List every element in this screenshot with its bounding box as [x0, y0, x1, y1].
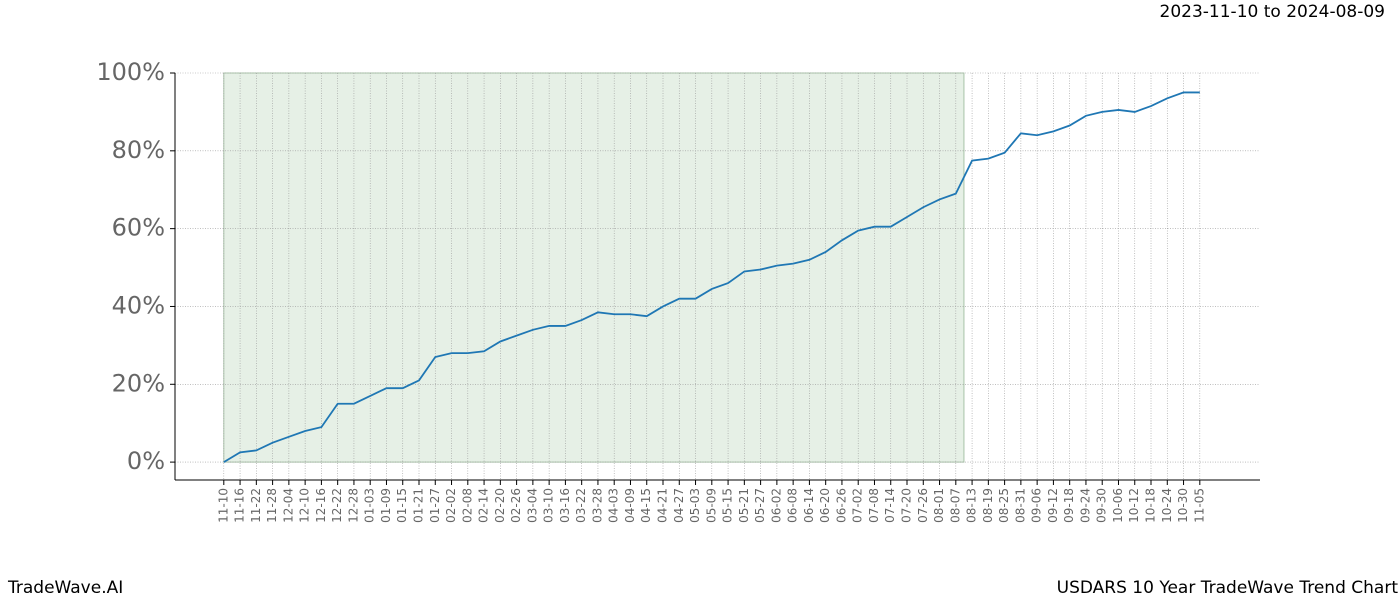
x-tick-label: 02-14	[477, 488, 491, 523]
x-tick-label: 12-04	[281, 488, 295, 523]
trend-line	[223, 91, 1200, 463]
x-tick-label: 06-26	[834, 488, 848, 523]
x-tick-label: 07-08	[867, 488, 881, 523]
x-tick-label: 09-30	[1095, 488, 1109, 523]
x-tick-label: 03-10	[542, 488, 556, 523]
x-tick-label: 10-24	[1160, 488, 1174, 523]
x-tick-label: 02-26	[509, 488, 523, 523]
x-tick-label: 07-14	[883, 488, 897, 523]
x-tick-label: 11-10	[216, 488, 230, 523]
y-tick-label: 60%	[112, 214, 165, 242]
x-tick-label: 04-21	[656, 488, 670, 523]
date-range: 2023-11-10 to 2024-08-09	[1160, 2, 1385, 22]
y-tick-label: 100%	[96, 58, 165, 86]
x-tick-label: 10-06	[1111, 488, 1125, 523]
x-tick-label: 06-20	[818, 488, 832, 523]
x-tick-label: 07-02	[851, 488, 865, 523]
chart-caption: USDARS 10 Year TradeWave Trend Chart	[1057, 578, 1399, 598]
x-tick-label: 06-02	[769, 488, 783, 523]
x-tick-label: 03-28	[590, 488, 604, 523]
x-tick-label: 06-08	[786, 488, 800, 523]
x-tick-label: 08-07	[948, 488, 962, 523]
x-tick-label: 08-19	[981, 488, 995, 523]
x-tick-label: 04-09	[623, 488, 637, 523]
x-tick-label: 08-31	[1013, 488, 1027, 523]
x-tick-label: 09-24	[1078, 488, 1092, 523]
x-tick-label: 10-12	[1127, 488, 1141, 523]
x-tick-label: 09-12	[1046, 488, 1060, 523]
y-tick-label: 40%	[112, 291, 165, 319]
highlight-window	[223, 72, 965, 463]
x-tick-label: 08-01	[932, 488, 946, 523]
x-tick-label: 05-03	[688, 488, 702, 523]
x-tick-label: 01-03	[363, 488, 377, 523]
x-tick-label: 10-30	[1176, 488, 1190, 523]
x-tick-label: 02-02	[444, 488, 458, 523]
x-tick-label: 02-08	[460, 488, 474, 523]
x-tick-label: 11-22	[249, 488, 263, 523]
x-tick-label: 05-27	[753, 488, 767, 523]
x-tick-label: 01-09	[379, 488, 393, 523]
x-tick-label: 11-28	[265, 488, 279, 523]
x-tick-label: 09-06	[1030, 488, 1044, 523]
x-tick-label: 12-22	[330, 488, 344, 523]
x-tick-label: 05-21	[737, 488, 751, 523]
x-tick-label: 12-10	[298, 488, 312, 523]
x-tick-label: 08-13	[965, 488, 979, 523]
x-tick-label: 02-20	[493, 488, 507, 523]
x-tick-label: 05-15	[721, 488, 735, 523]
x-tick-label: 12-16	[314, 488, 328, 523]
x-tick-label: 03-22	[574, 488, 588, 523]
x-tick-label: 09-18	[1062, 488, 1076, 523]
x-tick-label: 05-09	[704, 488, 718, 523]
y-tick-label: 0%	[127, 447, 165, 475]
x-tick-label: 01-21	[412, 488, 426, 523]
x-tick-label: 01-15	[395, 488, 409, 523]
brand: TradeWave.AI	[7, 578, 123, 598]
x-tick-label: 06-14	[802, 488, 816, 523]
x-tick-label: 08-25	[997, 488, 1011, 523]
x-tick-label: 11-05	[1192, 488, 1206, 523]
x-tick-label: 10-18	[1144, 488, 1158, 523]
x-tick-label: 04-27	[672, 488, 686, 523]
x-tick-label: 07-20	[900, 488, 914, 523]
x-tick-label: 04-15	[639, 488, 653, 523]
x-tick-label: 01-27	[428, 488, 442, 523]
x-tick-label: 07-26	[916, 488, 930, 523]
x-tick-label: 04-03	[607, 488, 621, 523]
x-tick-label: 11-16	[233, 488, 247, 523]
y-tick-label: 20%	[112, 369, 165, 397]
x-tick-label: 03-04	[525, 488, 539, 523]
x-tick-label: 03-16	[558, 488, 572, 523]
x-tick-label: 12-28	[346, 488, 360, 523]
y-tick-label: 80%	[112, 136, 165, 164]
